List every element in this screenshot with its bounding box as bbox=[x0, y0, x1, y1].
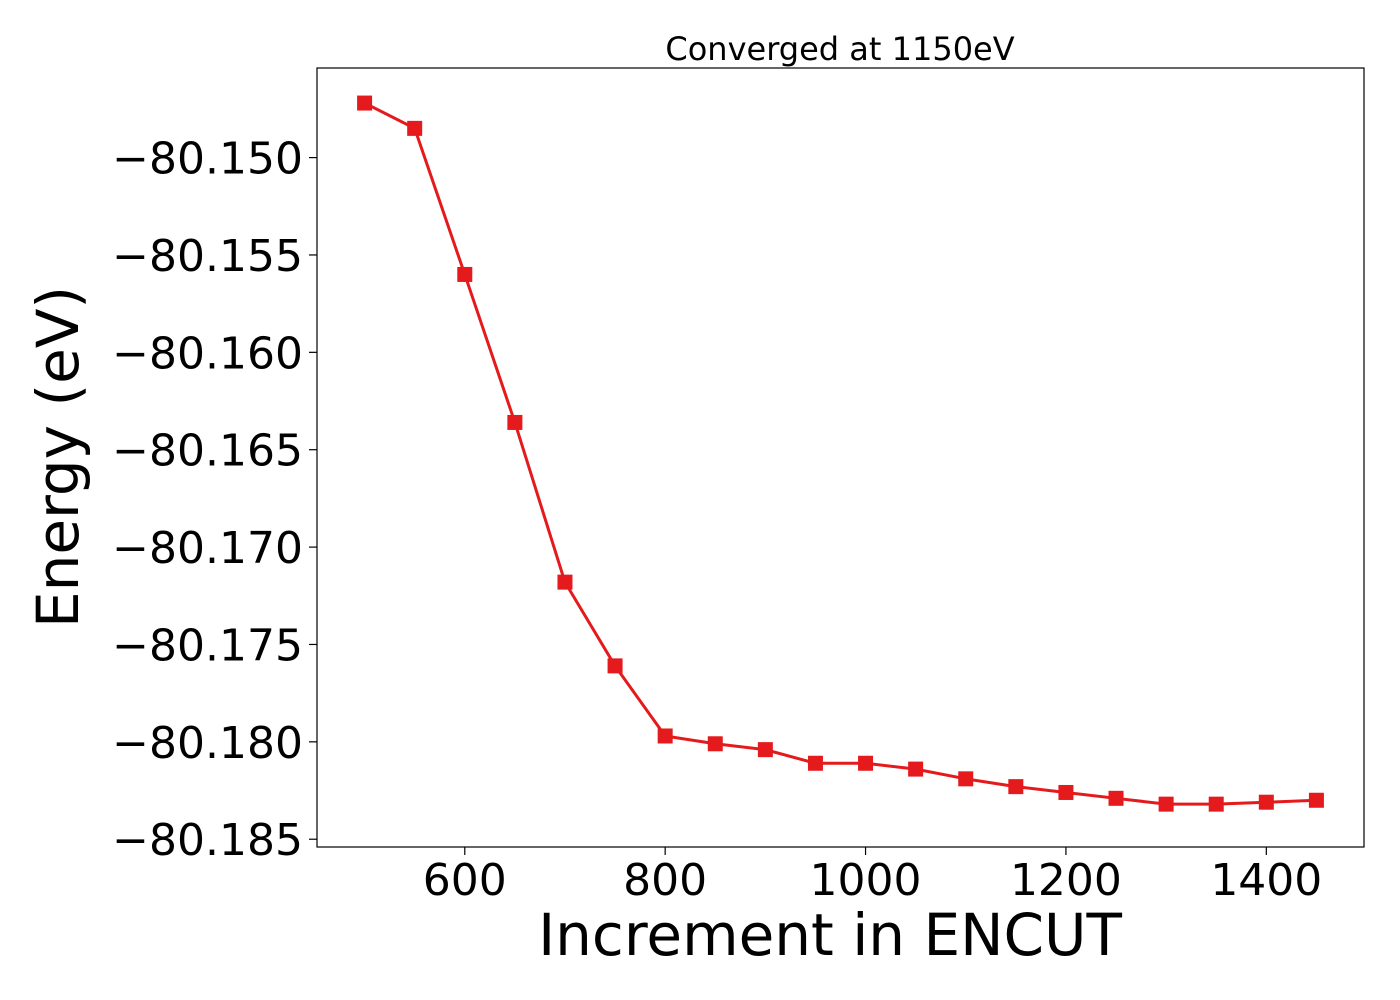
y-ticks: −80.150 −80.155 −80.160 −80.165 −80.170 −80.1… bbox=[112, 134, 317, 866]
data-point bbox=[1308, 792, 1324, 808]
data-point bbox=[507, 414, 523, 430]
data-point bbox=[1008, 779, 1024, 795]
x-axis-label: Increment in ENCUT bbox=[538, 901, 1122, 969]
plot-frame bbox=[316, 67, 1365, 848]
data-point bbox=[807, 755, 823, 771]
series-line bbox=[363, 101, 1317, 806]
data-point bbox=[707, 736, 723, 752]
chart-title: Converged at 1150eV bbox=[665, 30, 1014, 68]
x-tick-label: 1400 bbox=[1210, 855, 1322, 906]
data-point bbox=[1258, 794, 1274, 810]
y-axis-label: Energy (eV) bbox=[24, 286, 92, 628]
data-point bbox=[908, 761, 924, 777]
data-point bbox=[958, 771, 974, 787]
data-point bbox=[1058, 784, 1074, 800]
data-point bbox=[1108, 790, 1124, 806]
data-point bbox=[457, 266, 473, 282]
data-point bbox=[407, 120, 423, 136]
y-tick-label: −80.180 bbox=[112, 718, 303, 769]
data-point bbox=[1158, 796, 1174, 812]
y-tick-label: −80.160 bbox=[112, 328, 303, 379]
data-point bbox=[607, 658, 623, 674]
series-markers bbox=[357, 95, 1324, 812]
y-tick-label: −80.185 bbox=[112, 815, 303, 866]
data-point bbox=[557, 574, 573, 590]
data-point bbox=[858, 755, 874, 771]
data-point bbox=[657, 728, 673, 744]
y-tick-label: −80.170 bbox=[112, 523, 303, 574]
data-point bbox=[357, 95, 373, 111]
data-point bbox=[1208, 796, 1224, 812]
x-tick-label: 1200 bbox=[1010, 855, 1122, 906]
data-point bbox=[757, 742, 773, 758]
y-tick-label: −80.165 bbox=[112, 426, 303, 477]
y-tick-label: −80.150 bbox=[112, 134, 303, 185]
y-tick-label: −80.155 bbox=[112, 231, 303, 282]
y-tick-label: −80.175 bbox=[112, 620, 303, 671]
x-tick-label: 800 bbox=[623, 855, 707, 906]
x-ticks: 600 800 1000 1200 1400 bbox=[423, 847, 1322, 906]
x-tick-label: 600 bbox=[423, 855, 507, 906]
x-tick-label: 1000 bbox=[810, 855, 922, 906]
